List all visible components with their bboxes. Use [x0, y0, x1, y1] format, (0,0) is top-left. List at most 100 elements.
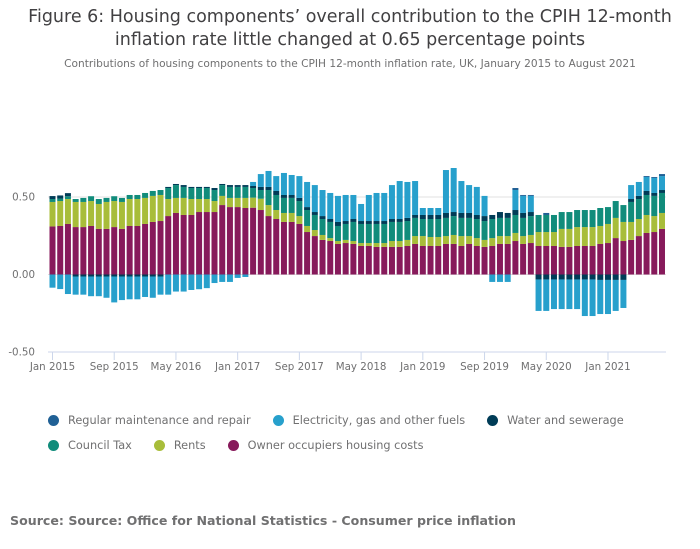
bar-segment[interactable]	[520, 217, 527, 237]
bar-segment[interactable]	[142, 274, 149, 277]
bar-segment[interactable]	[419, 219, 426, 237]
bar-segment[interactable]	[203, 188, 210, 200]
bar-segment[interactable]	[226, 185, 233, 187]
bar-segment[interactable]	[165, 216, 172, 275]
bar-segment[interactable]	[543, 279, 550, 311]
bar-segment[interactable]	[273, 190, 280, 195]
bar-segment[interactable]	[427, 236, 434, 246]
bar-segment[interactable]	[458, 236, 465, 246]
bar-segment[interactable]	[651, 177, 658, 193]
bar-segment[interactable]	[288, 221, 295, 275]
bar-segment[interactable]	[442, 243, 449, 275]
bar-segment[interactable]	[72, 199, 79, 202]
bar-segment[interactable]	[103, 201, 110, 229]
bar-segment[interactable]	[250, 197, 257, 208]
bar-segment[interactable]	[126, 194, 133, 200]
bar-segment[interactable]	[180, 197, 187, 215]
bar-segment[interactable]	[342, 221, 349, 224]
bar-segment[interactable]	[126, 276, 133, 300]
bar-segment[interactable]	[520, 212, 527, 218]
bar-segment[interactable]	[651, 192, 658, 196]
bar-segment[interactable]	[342, 223, 349, 240]
bar-segment[interactable]	[103, 276, 110, 298]
bar-segment[interactable]	[597, 274, 604, 280]
bar-segment[interactable]	[358, 245, 365, 275]
bar-segment[interactable]	[304, 210, 311, 226]
bar-segment[interactable]	[388, 221, 395, 242]
bar-segment[interactable]	[466, 185, 473, 213]
bar-segment[interactable]	[527, 195, 534, 213]
bar-segment[interactable]	[149, 190, 156, 196]
bar-segment[interactable]	[620, 241, 627, 275]
bar-segment[interactable]	[211, 212, 218, 275]
bar-segment[interactable]	[543, 212, 550, 215]
bar-segment[interactable]	[458, 245, 465, 275]
bar-segment[interactable]	[257, 186, 264, 191]
bar-segment[interactable]	[651, 177, 658, 178]
bar-segment[interactable]	[342, 194, 349, 222]
bar-segment[interactable]	[450, 216, 457, 235]
bar-segment[interactable]	[327, 221, 334, 239]
bar-segment[interactable]	[49, 199, 56, 202]
bar-segment[interactable]	[396, 219, 403, 222]
bar-segment[interactable]	[604, 243, 611, 275]
bar-segment[interactable]	[149, 274, 156, 277]
bar-segment[interactable]	[481, 221, 488, 240]
bar-segment[interactable]	[273, 210, 280, 220]
bar-segment[interactable]	[496, 243, 503, 275]
bar-segment[interactable]	[381, 192, 388, 222]
bar-segment[interactable]	[265, 205, 272, 217]
bar-segment[interactable]	[365, 221, 372, 224]
bar-segment[interactable]	[442, 212, 449, 218]
bar-segment[interactable]	[466, 217, 473, 237]
bar-segment[interactable]	[118, 276, 125, 301]
bar-segment[interactable]	[80, 197, 87, 202]
bar-segment[interactable]	[188, 186, 195, 189]
bar-segment[interactable]	[134, 225, 141, 275]
bar-segment[interactable]	[458, 217, 465, 237]
bar-segment[interactable]	[550, 274, 557, 280]
bar-segment[interactable]	[396, 221, 403, 242]
bar-segment[interactable]	[435, 208, 442, 215]
bar-segment[interactable]	[334, 221, 341, 226]
bar-segment[interactable]	[581, 210, 588, 228]
bar-segment[interactable]	[296, 176, 303, 198]
bar-segment[interactable]	[342, 243, 349, 275]
bar-segment[interactable]	[157, 276, 164, 295]
bar-segment[interactable]	[149, 221, 156, 275]
bar-segment[interactable]	[165, 199, 172, 217]
bar-segment[interactable]	[49, 196, 56, 200]
bar-segment[interactable]	[635, 195, 642, 200]
bar-segment[interactable]	[427, 219, 434, 237]
bar-segment[interactable]	[142, 197, 149, 224]
bar-segment[interactable]	[427, 245, 434, 275]
bar-segment[interactable]	[157, 190, 164, 195]
bar-segment[interactable]	[404, 217, 411, 222]
bar-segment[interactable]	[566, 212, 573, 229]
bar-segment[interactable]	[103, 228, 110, 275]
bar-segment[interactable]	[396, 181, 403, 220]
bar-segment[interactable]	[574, 279, 581, 310]
bar-segment[interactable]	[512, 190, 519, 211]
bar-segment[interactable]	[296, 201, 303, 217]
bar-segment[interactable]	[574, 274, 581, 280]
bar-segment[interactable]	[203, 186, 210, 188]
bar-segment[interactable]	[49, 201, 56, 227]
bar-segment[interactable]	[504, 212, 511, 218]
bar-segment[interactable]	[473, 238, 480, 246]
bar-segment[interactable]	[358, 243, 365, 246]
bar-segment[interactable]	[527, 234, 534, 244]
bar-segment[interactable]	[126, 274, 133, 277]
bar-segment[interactable]	[203, 212, 210, 275]
bar-segment[interactable]	[157, 274, 164, 277]
bar-segment[interactable]	[365, 245, 372, 275]
bar-segment[interactable]	[381, 246, 388, 275]
bar-segment[interactable]	[643, 177, 650, 191]
bar-segment[interactable]	[64, 193, 71, 197]
bar-segment[interactable]	[450, 234, 457, 244]
bar-segment[interactable]	[604, 274, 611, 280]
bar-segment[interactable]	[95, 274, 102, 277]
bar-segment[interactable]	[373, 246, 380, 275]
bar-segment[interactable]	[651, 216, 658, 233]
bar-segment[interactable]	[404, 239, 411, 246]
